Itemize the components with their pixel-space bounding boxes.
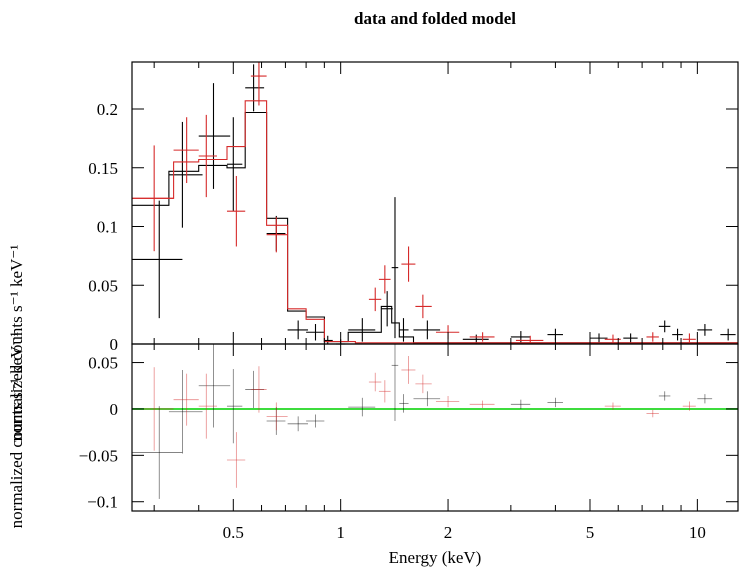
y-tick-label: 0.2	[97, 100, 118, 119]
x-tick-label: 1	[336, 523, 345, 542]
top-y-axis: 0 0.05 0.1 0.15 0.2	[88, 100, 738, 354]
y-tick-label: −0.1	[87, 493, 118, 512]
x-tick-label: 0.5	[223, 523, 244, 542]
y-tick-label: 0	[110, 335, 119, 354]
x-axis-label: Energy (keV)	[389, 548, 482, 567]
top-panel-frame	[131, 61, 739, 345]
y-tick-label: 0.1	[97, 218, 118, 237]
bottom-y-axis-label: normalized counts s⁻¹ keV⁻¹	[7, 332, 26, 529]
x-axis: 0.5 1 2 5 10	[153, 62, 706, 542]
x-tick-label: 2	[444, 523, 453, 542]
y-tick-label: −0.05	[79, 446, 118, 465]
x-tick-label: 10	[689, 523, 706, 542]
model-step-line-1	[132, 111, 738, 344]
top-plot-area	[132, 62, 738, 345]
model-step-line-2	[132, 100, 738, 344]
y-tick-label: 0.05	[88, 276, 118, 295]
bottom-y-axis: −0.1 −0.05 0 0.05	[79, 354, 738, 512]
bottom-panel-frame	[131, 343, 739, 512]
top-y-axis-label: normalized counts s⁻¹ keV⁻¹	[7, 245, 26, 442]
chart-title: data and folded model	[354, 9, 516, 28]
top-panel: 00.050.10.150.2 normalized counts s⁻¹ ke…	[7, 61, 739, 442]
x-tick-label: 5	[586, 523, 595, 542]
y-tick-label: 0.05	[88, 354, 118, 373]
y-tick-label: 0.15	[88, 159, 118, 178]
bottom-plot-area	[132, 344, 738, 499]
y-tick-label: 0	[110, 400, 119, 419]
